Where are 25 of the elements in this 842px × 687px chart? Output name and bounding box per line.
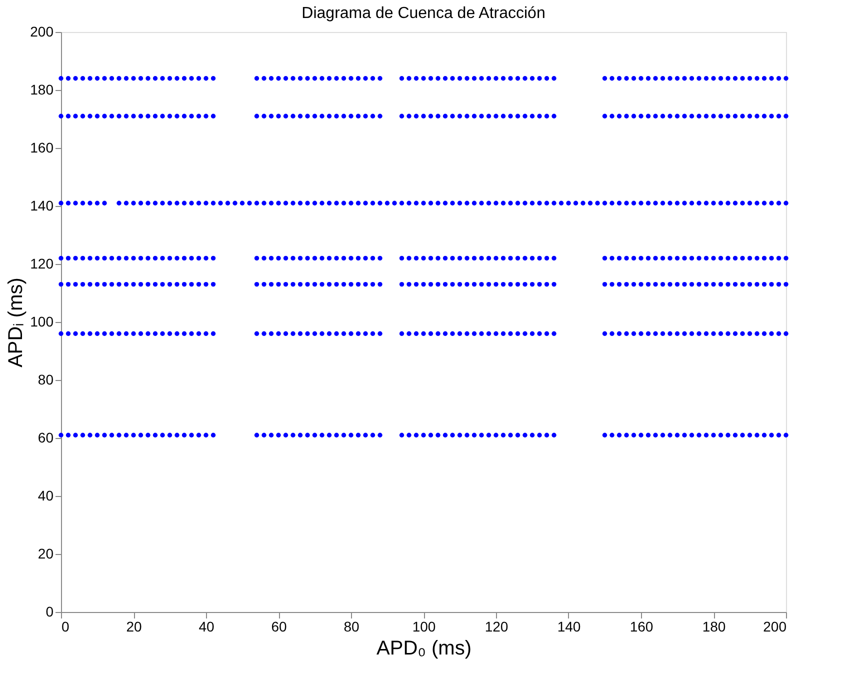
- y-tick-label: 40: [38, 488, 54, 504]
- x-axis-title: APD₀ (ms): [376, 638, 472, 660]
- y-axis-title: APDᵢ (ms): [5, 278, 28, 368]
- y-tick-label: 140: [30, 198, 54, 214]
- y-tick-label: 60: [38, 430, 54, 446]
- x-tick-label: 140: [557, 618, 581, 634]
- y-tick-label: 20: [38, 546, 54, 562]
- x-tick-label: 80: [344, 618, 360, 634]
- x-tick-label: 0: [62, 618, 70, 634]
- y-tick-label: 100: [30, 314, 54, 330]
- y-tick-label: 120: [30, 256, 54, 272]
- y-tick-label: 160: [30, 140, 54, 156]
- y-tick-label: 0: [46, 604, 54, 620]
- y-tick-label: 200: [30, 24, 54, 40]
- x-tick-label: 60: [271, 618, 287, 634]
- x-tick-label: 180: [702, 618, 726, 634]
- x-tick-label: 120: [484, 618, 508, 634]
- x-tick-label: 200: [763, 618, 787, 634]
- x-tick-label: 40: [198, 618, 214, 634]
- y-tick-label: 180: [30, 82, 54, 98]
- chart-title: Diagrama de Cuenca de Atracción: [302, 5, 546, 22]
- x-tick-label: 100: [412, 618, 436, 634]
- x-tick-label: 20: [126, 618, 142, 634]
- x-tick-label: 160: [630, 618, 654, 634]
- y-tick-label: 80: [38, 372, 54, 388]
